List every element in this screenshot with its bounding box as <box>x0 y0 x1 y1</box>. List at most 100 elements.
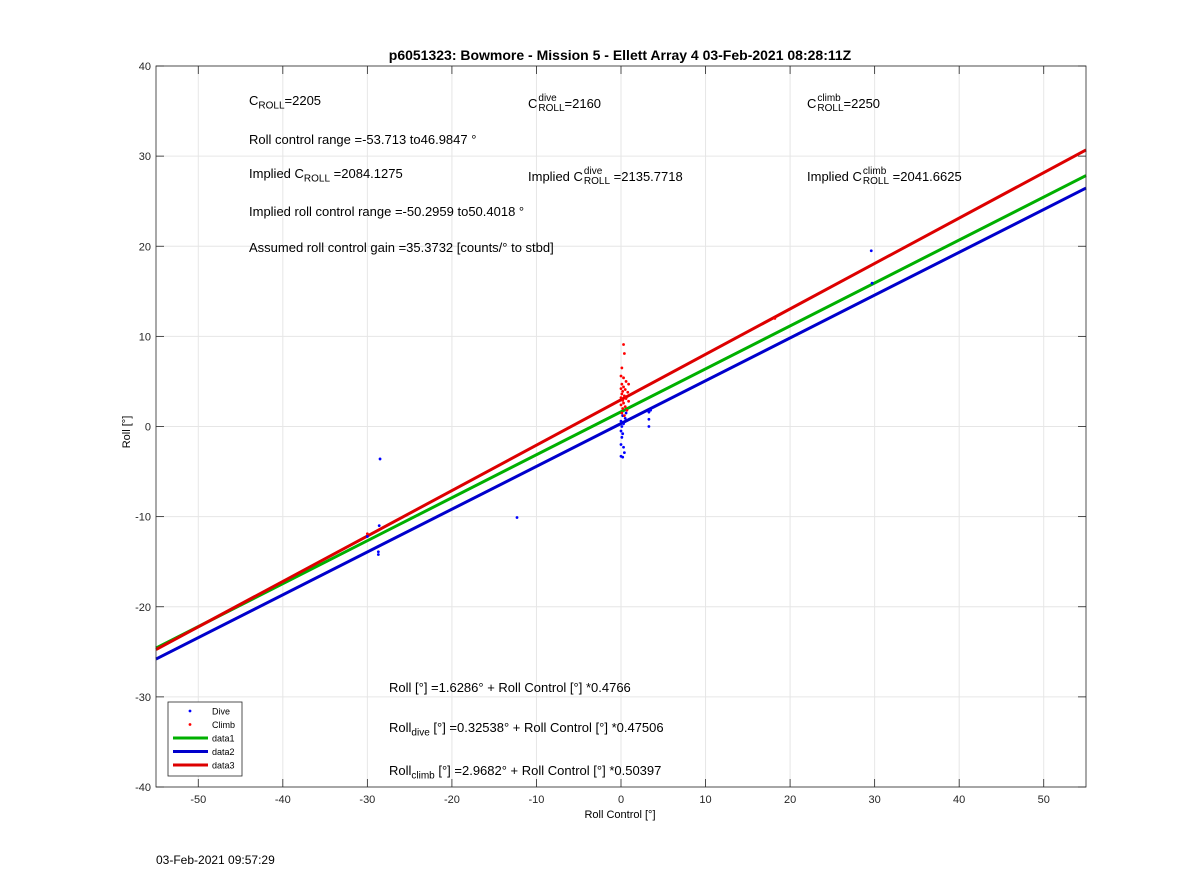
x-tick-label: -10 <box>529 794 545 806</box>
legend-label-data2: data2 <box>212 747 235 757</box>
dive-point <box>621 455 625 459</box>
dive-point <box>647 410 651 414</box>
climb-point <box>627 382 631 386</box>
dive-point <box>623 416 627 420</box>
axis-ticks: -50 -40 -30 -20 -10 0 10 20 30 40 50 -40 -30 -20 -10 0 1… <box>135 61 1086 806</box>
annotation-gain: Assumed roll control gain =35.3732 [coun… <box>249 240 554 255</box>
climb-point <box>623 405 627 409</box>
climb-point <box>619 396 623 400</box>
fit-line-data2 <box>155 186 1087 661</box>
y-tick-label: 40 <box>139 61 151 73</box>
annotation-equation-dive: Rolldive [°] =0.32538° + Roll Control [°… <box>389 720 664 739</box>
x-tick-label: 10 <box>699 794 711 806</box>
y-tick-label: -20 <box>135 602 151 614</box>
x-tick-label: -50 <box>190 794 206 806</box>
legend-label-dive: Dive <box>212 707 230 717</box>
legend-swatch <box>188 723 192 726</box>
dive-point <box>376 550 380 554</box>
climb-point <box>365 532 369 536</box>
annotation-roll-range: Roll control range =-53.713 to46.9847 ° <box>249 132 477 147</box>
legend-label-climb: Climb <box>212 720 235 730</box>
timestamp-footer: 03-Feb-2021 09:57:29 <box>156 853 275 867</box>
x-tick-label: -40 <box>275 794 291 806</box>
dive-point <box>619 429 623 433</box>
dive-point <box>365 535 369 538</box>
climb-point <box>619 374 623 378</box>
x-tick-label: 20 <box>784 794 796 806</box>
dive-point <box>376 553 380 556</box>
dive-point <box>619 443 623 446</box>
x-tick-label: 40 <box>953 794 965 806</box>
annotation-equation-climb: Rollclimb [°] =2.9682° + Roll Control [°… <box>389 763 662 782</box>
climb-point <box>622 401 625 405</box>
climb-point <box>620 366 624 370</box>
dive-point <box>647 425 651 428</box>
legend-label-data1: data1 <box>212 734 235 744</box>
climb-point <box>624 380 628 383</box>
x-tick-label: 50 <box>1038 794 1050 806</box>
climb-point <box>621 389 625 393</box>
dive-point <box>622 445 625 449</box>
fit-line-data1 <box>155 174 1087 650</box>
climb-point <box>621 407 625 410</box>
dive-point <box>869 249 873 253</box>
climb-point <box>622 376 625 380</box>
climb-point <box>622 385 625 389</box>
climb-point <box>620 411 624 415</box>
fit-lines <box>155 148 1087 661</box>
y-tick-label: -10 <box>135 512 151 524</box>
dive-point <box>620 435 624 439</box>
annotation-equation-all: Roll [°] =1.6286° + Roll Control [°] *0.… <box>389 680 631 695</box>
y-tick-label: -30 <box>135 692 151 704</box>
dive-point <box>624 411 628 415</box>
climb-point <box>621 398 625 402</box>
dive-point <box>622 451 626 455</box>
climb-point <box>626 390 630 394</box>
legend: Dive Climb data1 data2 data3 <box>167 701 243 777</box>
x-tick-label: 30 <box>869 794 881 806</box>
dive-point <box>515 516 519 519</box>
y-tick-label: 20 <box>139 241 151 253</box>
dive-point <box>870 281 874 285</box>
annotation-implied-croll: Implied CROLL =2084.1275 <box>249 166 403 185</box>
climb-point <box>625 408 629 412</box>
data-points <box>365 249 874 556</box>
climb-point <box>622 414 626 418</box>
climb-point <box>773 316 777 320</box>
climb-point <box>623 388 627 391</box>
climb-point <box>622 394 626 398</box>
dive-point <box>649 408 652 412</box>
y-tick-label: 10 <box>139 331 151 343</box>
dive-point <box>377 524 381 528</box>
y-axis-label: Roll [°] <box>121 416 133 449</box>
dive-point <box>647 417 651 421</box>
dive-point <box>622 422 625 426</box>
climb-point <box>619 403 623 407</box>
x-tick-label: -20 <box>444 794 460 806</box>
climb-point <box>620 382 624 386</box>
y-tick-label: -40 <box>135 782 151 794</box>
legend-swatch <box>188 709 192 713</box>
annotation-croll: CROLL=2205 <box>249 93 322 112</box>
chart-title: p6051323: Bowmore - Mission 5 - Ellett A… <box>389 47 852 63</box>
annotation-implied-range: Implied roll control range =-50.2959 to5… <box>249 204 525 219</box>
climb-point <box>624 397 628 400</box>
x-axis-label: Roll Control [°] <box>584 809 655 821</box>
climb-point <box>620 392 624 396</box>
climb-point <box>622 352 626 355</box>
y-tick-label: 30 <box>139 151 151 163</box>
climb-point <box>627 399 631 403</box>
y-tick-label: 0 <box>145 422 151 434</box>
x-tick-label: 0 <box>618 794 624 806</box>
dive-point <box>378 457 382 461</box>
fit-line-data3 <box>155 148 1087 651</box>
dive-point <box>620 425 624 428</box>
climb-point <box>622 343 625 346</box>
dive-point <box>621 432 625 436</box>
legend-label-data3: data3 <box>212 761 235 771</box>
